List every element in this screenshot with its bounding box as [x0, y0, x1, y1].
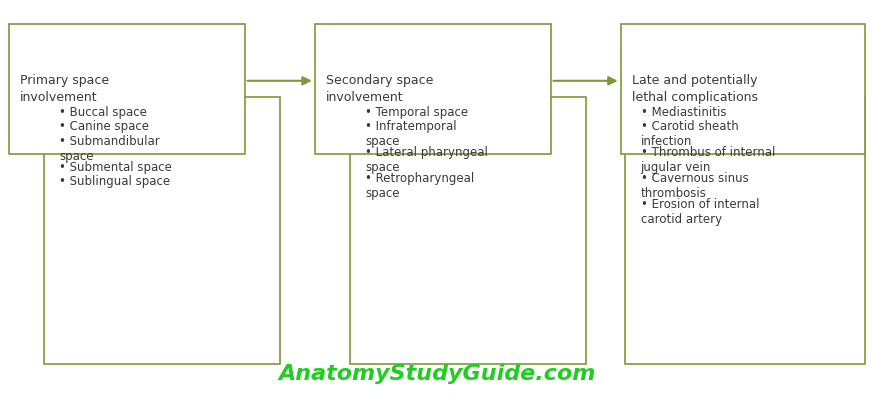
Text: Primary space
involvement: Primary space involvement: [20, 74, 109, 104]
FancyBboxPatch shape: [625, 97, 865, 364]
Text: • Submental space: • Submental space: [59, 161, 172, 174]
Text: • Canine space: • Canine space: [59, 120, 149, 133]
Text: • Lateral pharyngeal
space: • Lateral pharyngeal space: [365, 146, 489, 174]
Text: AnatomyStudyGuide.com: AnatomyStudyGuide.com: [278, 364, 596, 384]
FancyBboxPatch shape: [350, 97, 586, 364]
Text: • Sublingual space: • Sublingual space: [59, 175, 170, 188]
Text: • Erosion of internal
carotid artery: • Erosion of internal carotid artery: [641, 198, 760, 226]
Text: Secondary space
involvement: Secondary space involvement: [326, 74, 434, 104]
Text: • Submandibular
space: • Submandibular space: [59, 135, 160, 163]
Text: • Cavernous sinus
thrombosis: • Cavernous sinus thrombosis: [641, 172, 748, 200]
Text: Late and potentially
lethal complications: Late and potentially lethal complication…: [632, 74, 758, 104]
Text: • Buccal space: • Buccal space: [59, 106, 148, 119]
Text: • Thrombus of internal
jugular vein: • Thrombus of internal jugular vein: [641, 146, 775, 174]
Text: • Infratemporal
space: • Infratemporal space: [365, 120, 457, 149]
Text: • Carotid sheath
infection: • Carotid sheath infection: [641, 120, 739, 149]
Text: • Mediastinitis: • Mediastinitis: [641, 106, 726, 119]
Text: • Retropharyngeal
space: • Retropharyngeal space: [365, 172, 475, 200]
FancyBboxPatch shape: [621, 24, 865, 154]
FancyBboxPatch shape: [315, 24, 551, 154]
FancyBboxPatch shape: [9, 24, 245, 154]
Text: • Temporal space: • Temporal space: [365, 106, 468, 119]
FancyBboxPatch shape: [44, 97, 280, 364]
